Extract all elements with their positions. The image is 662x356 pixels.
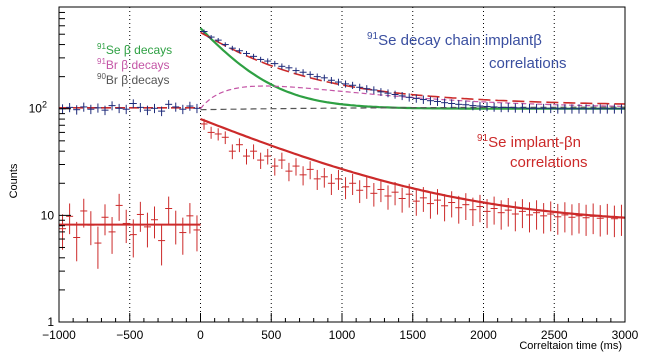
- x-tick-label: 3000: [612, 328, 639, 342]
- series-implant-bn: [59, 118, 625, 269]
- x-grid: [129, 7, 555, 322]
- annotation-implant-bn-line1: 91Se implant-βn: [477, 133, 581, 151]
- x-axis: −1000 −500 0 500 1000 1500 2000 2500 3000: [42, 313, 639, 342]
- legend-entry-br90: 90Br β decays: [97, 72, 170, 87]
- x-axis-title: Correltaion time (ms): [519, 340, 622, 352]
- y-tick-label: 1: [47, 315, 54, 329]
- legend: 91Se β decays 91Br β decays 90Br β decay…: [97, 42, 172, 87]
- annotation-decay-chain-line2: correlations: [489, 55, 567, 72]
- fit-curve-chain-total: [200, 31, 625, 105]
- annotation-decay-chain-line1: 91Se decay chain implantβ: [367, 31, 542, 49]
- fit-curve-bn: [200, 117, 625, 219]
- y-tick-label: 10: [41, 208, 55, 222]
- annotation-implant-bn-line2: correlations: [510, 154, 588, 171]
- legend-entry-se91: 91Se β decays: [97, 42, 172, 57]
- y-axis: 1 10 102: [29, 6, 71, 329]
- x-tick-label: 2000: [470, 328, 497, 342]
- x-tick-label: 1500: [399, 328, 426, 342]
- y-axis-title: Counts: [8, 163, 20, 198]
- fit-curve-br90: [200, 106, 625, 111]
- legend-entry-br91: 91Br β decays: [97, 57, 170, 72]
- x-tick-label: −500: [116, 328, 143, 342]
- x-tick-label: 1000: [329, 328, 356, 342]
- x-tick-label: 500: [261, 328, 281, 342]
- x-tick-label: 2500: [541, 328, 568, 342]
- x-tick-label: 0: [197, 328, 204, 342]
- fit-curve-br91: [200, 85, 625, 110]
- annotation-decay-chain: 91Se decay chain implantβ correlations: [367, 31, 567, 72]
- x-tick-label: −1000: [42, 328, 76, 342]
- y-tick-label: 102: [29, 100, 47, 116]
- annotation-implant-bn: 91Se implant-βn correlations: [477, 133, 588, 171]
